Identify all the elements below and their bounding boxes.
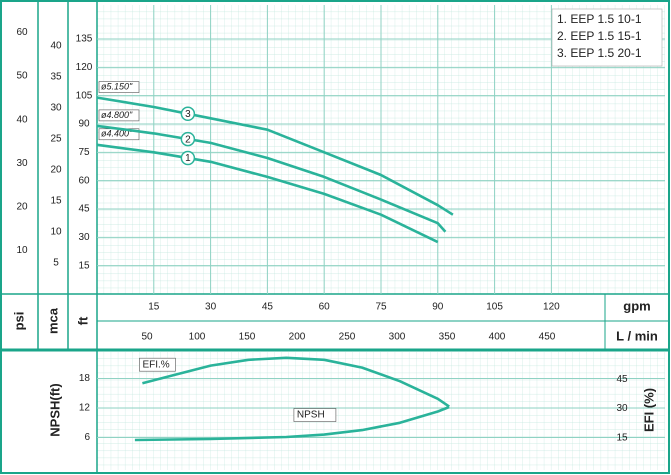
x2-axis-label: L / min: [616, 328, 658, 343]
series-label-box: [139, 357, 176, 372]
x-tick-label: 90: [432, 302, 444, 313]
y2-tick-label: 30: [616, 403, 628, 414]
psi-tick-label: 20: [16, 201, 28, 212]
psi-tick-label: 10: [16, 245, 28, 256]
psi-tick-label: 40: [16, 114, 28, 125]
curve-marker: [180, 106, 196, 122]
curve: [96, 124, 447, 233]
efi-axis-label: EFI (%): [641, 388, 656, 432]
y2-tick-label: 15: [616, 432, 628, 443]
minor-grid: [97, 352, 665, 470]
ft-tick-label: 30: [78, 232, 90, 243]
x-tick-label: 60: [319, 302, 331, 313]
x2-tick-label: 200: [289, 332, 306, 343]
x-tick-label: 75: [375, 302, 387, 313]
series-label: NPSH: [297, 410, 325, 421]
x2-tick-label: 400: [489, 332, 506, 343]
x-tick-label: 105: [486, 302, 503, 313]
curve: [134, 405, 450, 442]
mca-tick-label: 5: [53, 258, 59, 269]
ft-tick-label: 15: [78, 260, 90, 271]
series-label-box: [293, 408, 337, 422]
curve-marker: [180, 150, 196, 166]
npsh-axis-label: NPSH(ft): [47, 383, 62, 436]
psi-tick-label: 60: [16, 27, 28, 38]
x2-tick-label: 250: [339, 332, 356, 343]
mca-tick-label: 40: [50, 41, 62, 52]
ft-tick-label: 135: [76, 34, 93, 45]
mca-label: mca: [45, 307, 60, 334]
y2-tick-label: 45: [616, 374, 628, 385]
curve-marker: [180, 131, 196, 147]
curve: [142, 356, 450, 408]
x-axis-label: gpm: [623, 298, 650, 313]
curve-label: ø4.400": [101, 129, 133, 139]
psi-tick-label: 30: [16, 158, 28, 169]
mca-tick-label: 30: [50, 103, 62, 114]
legend-entry: 3. EEP 1.5 20-1: [557, 46, 642, 60]
x2-tick-label: 150: [239, 332, 256, 343]
x-tick-label: 120: [543, 302, 560, 313]
legend-entry: 1. EEP 1.5 10-1: [557, 12, 642, 26]
ft-tick-label: 60: [78, 175, 90, 186]
curve-marker-label: 1: [185, 153, 191, 164]
x2-tick-label: 450: [539, 332, 556, 343]
ft-tick-label: 75: [78, 147, 90, 158]
ft-tick-label: 105: [76, 90, 93, 101]
x2-tick-label: 50: [141, 332, 153, 343]
ft-tick-label: 120: [76, 62, 93, 73]
ft-tick-label: 45: [78, 204, 90, 215]
curve-label: ø5.150": [101, 81, 133, 91]
mca-tick-label: 35: [50, 72, 62, 83]
x2-tick-label: 300: [389, 332, 406, 343]
psi-tick-label: 50: [16, 71, 28, 82]
x2-tick-label: 350: [439, 332, 456, 343]
x-tick-label: 45: [262, 302, 274, 313]
ft-tick-label: 90: [78, 119, 90, 130]
mca-tick-label: 10: [50, 227, 62, 238]
y-tick-label: 12: [79, 403, 91, 414]
curve: [96, 96, 454, 216]
series-label: EFI.%: [142, 359, 169, 370]
x2-tick-label: 100: [189, 332, 206, 343]
x-tick-label: 30: [205, 302, 217, 313]
y-tick-label: 18: [79, 373, 91, 384]
psi-label: psi: [11, 312, 26, 331]
legend-entry: 2. EEP 1.5 15-1: [557, 29, 642, 43]
curve-label: ø4.800": [101, 110, 133, 120]
mca-tick-label: 25: [50, 134, 62, 145]
mca-tick-label: 20: [50, 165, 62, 176]
x-tick-label: 15: [148, 302, 160, 313]
curve-label-box: [98, 81, 140, 93]
legend-box: [551, 8, 663, 67]
y-tick-label: 6: [84, 432, 90, 443]
ft-label: ft: [75, 316, 90, 325]
mca-tick-label: 15: [50, 196, 62, 207]
curve-label-box: [98, 109, 140, 122]
curve-marker-label: 2: [185, 134, 191, 145]
curve-marker-label: 3: [185, 109, 191, 120]
curve: [96, 143, 439, 244]
